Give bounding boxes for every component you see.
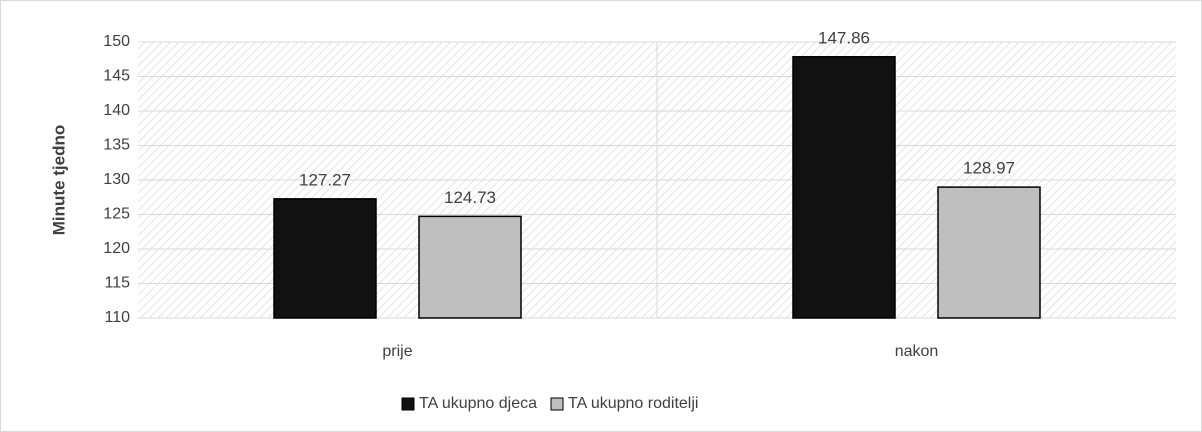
data-label: 124.73	[444, 188, 496, 207]
y-tick-label: 140	[103, 102, 130, 119]
y-axis-title: Minute tjedno	[49, 125, 68, 235]
y-tick-label: 110	[104, 309, 130, 326]
legend-label: TA ukupno roditelji	[568, 395, 698, 412]
x-tick-label: prije	[382, 343, 412, 360]
y-tick-label: 125	[103, 206, 130, 223]
y-tick-label: 145	[103, 68, 130, 85]
legend-label: TA ukupno djeca	[419, 395, 537, 412]
data-label: 127.27	[299, 170, 351, 189]
x-tick-label: nakon	[895, 343, 939, 360]
y-tick-label: 115	[104, 275, 130, 292]
data-label: 147.86	[818, 28, 870, 47]
y-tick-label: 130	[103, 171, 130, 188]
legend-swatch	[401, 397, 415, 411]
y-tick-label: 150	[103, 33, 130, 50]
y-tick-label: 135	[103, 137, 130, 154]
bar	[418, 215, 522, 319]
y-tick-label: 120	[103, 240, 130, 257]
data-label: 128.97	[963, 159, 1015, 178]
bar	[937, 186, 1041, 319]
bar	[792, 56, 896, 319]
legend-swatch	[550, 397, 564, 411]
bar	[273, 198, 377, 319]
